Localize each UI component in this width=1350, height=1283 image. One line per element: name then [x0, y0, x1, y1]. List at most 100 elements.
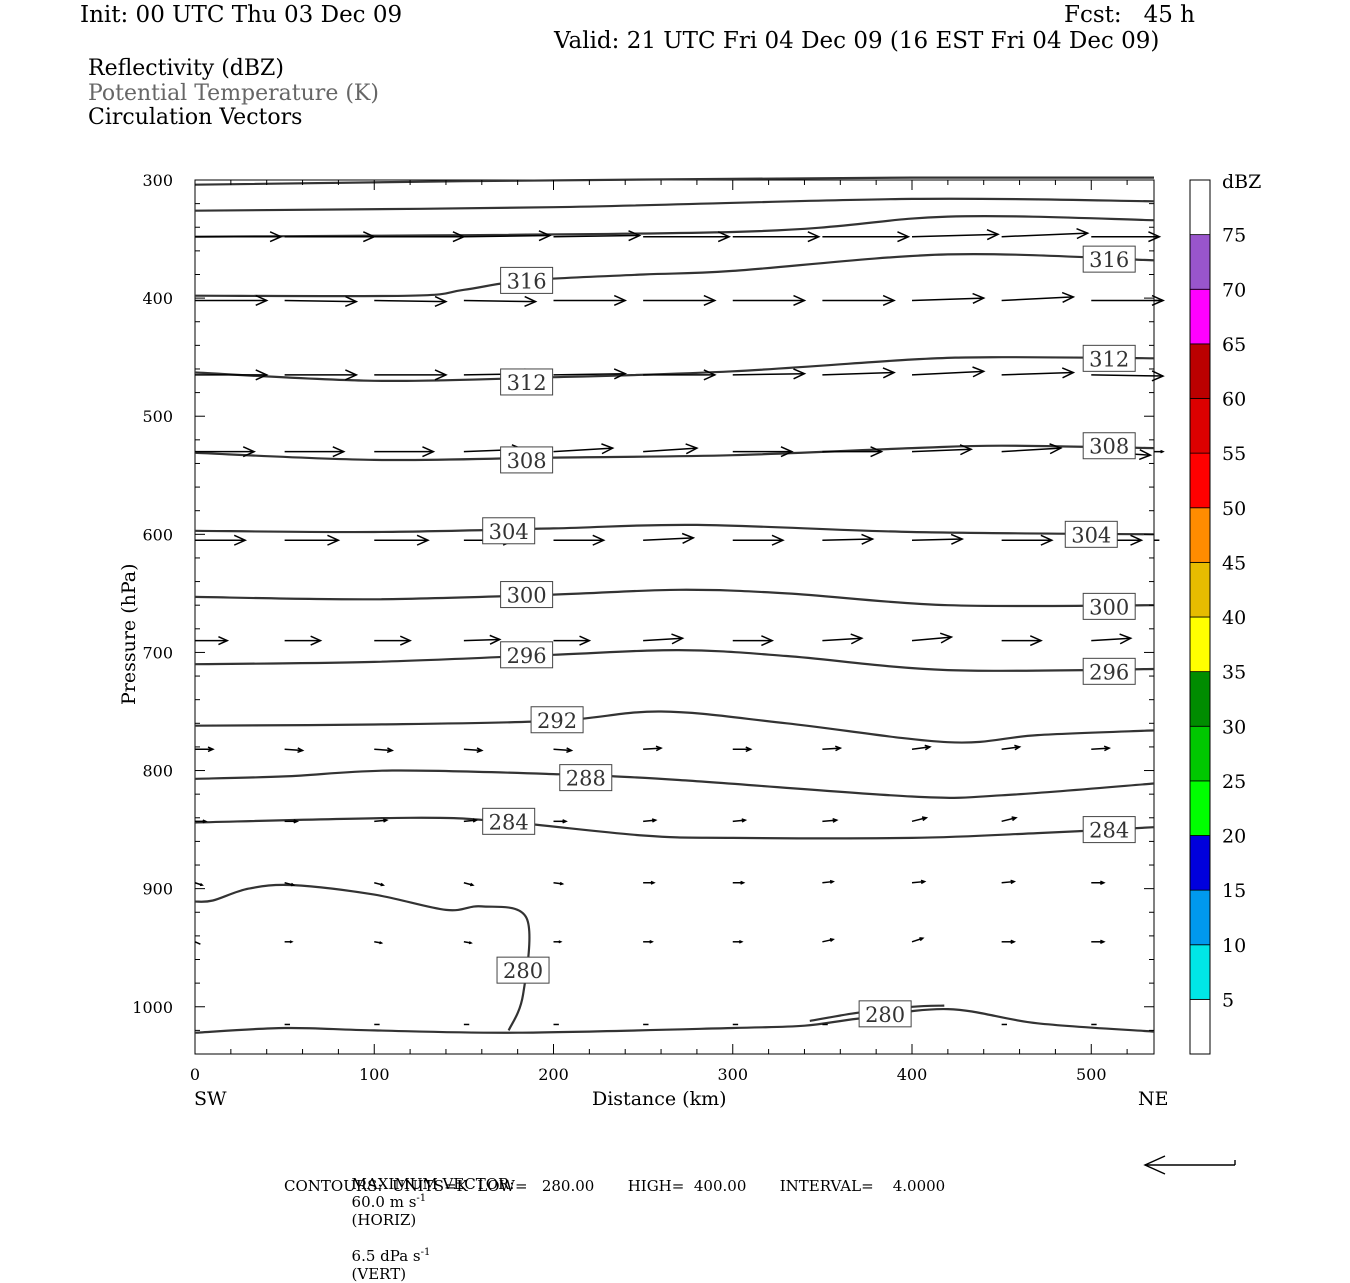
forecast-hour: Fcst: 45 h — [1064, 2, 1195, 28]
colorbar-bin — [1189, 671, 1211, 727]
contour-label-box — [1082, 657, 1136, 685]
colorbar-bin — [1189, 944, 1211, 1000]
vector-head — [434, 369, 448, 381]
vector-head — [649, 940, 654, 944]
circulation-vector — [1154, 298, 1165, 303]
circulation-vector — [822, 533, 875, 545]
circulation-vector — [822, 938, 835, 943]
vector-shaft — [1001, 880, 1015, 884]
isentrope-316 — [194, 252, 1155, 298]
vector-shaft — [822, 371, 895, 376]
circulation-vector — [553, 881, 565, 886]
vector-head — [741, 818, 748, 823]
colorbar-label: 55 — [1222, 443, 1246, 465]
colorbar-bin — [1189, 889, 1211, 946]
vector-head — [1119, 633, 1133, 645]
vector-head — [829, 879, 835, 884]
circulation-vector — [374, 446, 436, 458]
vector-shaft — [643, 447, 697, 453]
vector-shaft — [1001, 232, 1088, 238]
vector-head — [468, 941, 473, 945]
vector-head — [613, 368, 628, 380]
colorbar-frame — [1189, 179, 1211, 1055]
horiz-tag: (HORIZ) — [351, 1211, 417, 1229]
colorbar-label: 60 — [1222, 389, 1246, 411]
circulation-vector — [463, 634, 502, 645]
vector-shaft — [911, 370, 984, 376]
vector-head — [740, 880, 746, 885]
circulation-vector — [732, 635, 775, 647]
vector-head — [861, 533, 875, 545]
contour-label-box — [1082, 432, 1136, 460]
circulation-vector — [1001, 534, 1054, 546]
circulation-vector — [374, 941, 384, 945]
colorbar-bin — [1189, 835, 1211, 891]
vector-head — [476, 747, 484, 754]
vector-head — [897, 231, 911, 243]
contour-label: 292 — [537, 709, 577, 733]
vector-shaft — [822, 538, 873, 541]
contour-label-box — [1082, 816, 1136, 844]
vector-head — [566, 747, 574, 754]
circulation-vector — [822, 818, 839, 823]
colorbar-label: 50 — [1222, 498, 1246, 520]
x-tick-label: 100 — [359, 1065, 390, 1084]
colorbar-label: 75 — [1222, 225, 1246, 247]
contour-label: 308 — [1089, 435, 1129, 459]
isentrope-308 — [194, 444, 1155, 462]
circulation-vector — [732, 746, 753, 753]
y-tick-label: 300 — [142, 171, 173, 190]
circulation-vector — [463, 818, 479, 823]
max-vector-label: MAXIMUM VECTOR: — [351, 1175, 515, 1193]
vector-shaft — [822, 819, 837, 823]
vector-head — [780, 446, 794, 458]
vector-head — [613, 294, 628, 307]
vector-head — [655, 745, 663, 752]
circulation-vector — [374, 635, 412, 646]
x-tick-label: 400 — [897, 1065, 928, 1084]
colorbar-bin — [1189, 780, 1211, 836]
colorbar-label: 30 — [1222, 716, 1246, 738]
circulation-vector — [1091, 370, 1165, 382]
vector-head — [332, 446, 346, 458]
circulation-vector — [822, 367, 896, 379]
circulation-vector — [732, 231, 821, 243]
colorbar-label: 45 — [1222, 552, 1246, 574]
circulation-vector — [374, 231, 466, 243]
vector-head — [290, 882, 296, 887]
vector-head — [399, 635, 412, 646]
field-potential-temperature: Potential Temperature (K) — [88, 81, 379, 106]
circulation-vector — [194, 941, 201, 945]
vector-head — [255, 294, 269, 307]
colorbar-label: 25 — [1222, 771, 1246, 793]
circulation-vector — [1001, 816, 1018, 823]
circulation-vector — [463, 882, 475, 887]
contour-label: 312 — [507, 371, 547, 395]
isentrope-304 — [194, 523, 1155, 536]
circulation-vector — [195, 819, 208, 824]
circulation-vector — [195, 635, 230, 646]
circulation-vector — [195, 746, 215, 753]
circulation-vector — [463, 295, 538, 308]
colorbar-title: dBZ — [1222, 171, 1261, 193]
circulation-vector — [553, 368, 628, 380]
circulation-vector — [732, 294, 807, 307]
y-tick-label: 900 — [142, 880, 173, 899]
init-time: Init: 00 UTC Thu 03 Dec 09 — [80, 2, 403, 28]
isentrope-300 — [194, 197, 1155, 212]
circulation-vector — [732, 534, 785, 546]
circulation-vector — [463, 230, 552, 242]
max-vector-line: MAXIMUM VECTOR: 60.0 m s-1 (HORIZ) 6.5 d… — [342, 1157, 515, 1283]
vert-tag: (VERT) — [351, 1265, 407, 1283]
contour-label: 316 — [507, 269, 547, 293]
vector-head — [703, 369, 717, 381]
circulation-vector — [1091, 745, 1112, 752]
vector-shaft — [553, 234, 640, 238]
contour-label: 300 — [507, 584, 547, 608]
contour-label-box — [559, 764, 613, 792]
contour-label-box — [1082, 245, 1136, 273]
x-end-right-label: NE — [1138, 1088, 1169, 1110]
circulation-vector — [911, 879, 927, 885]
vector-head — [558, 940, 563, 944]
vector-head — [345, 369, 359, 381]
